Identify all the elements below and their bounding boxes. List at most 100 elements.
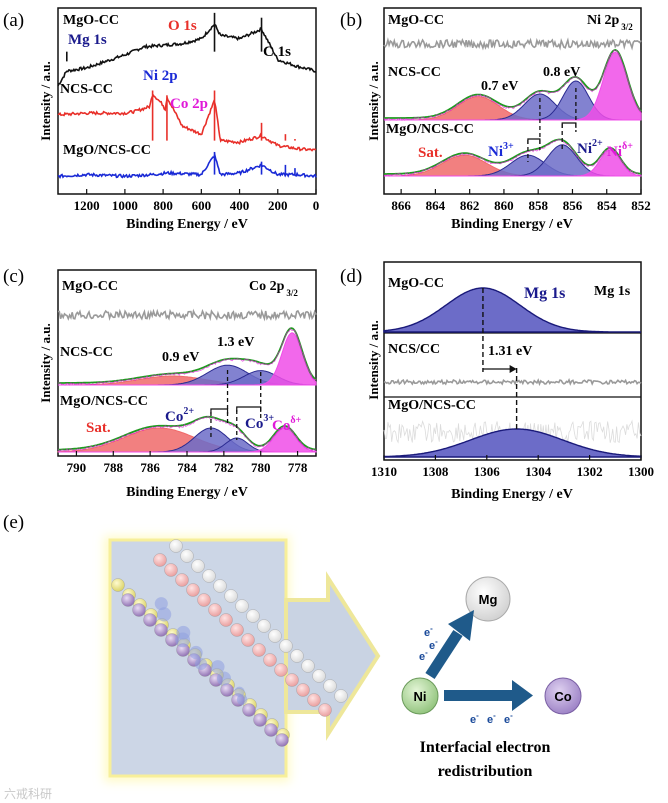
atom-sphere [241, 633, 255, 647]
series-label-mgo-cc-c: MgO-CC [62, 279, 118, 294]
plot-frame-d [383, 261, 642, 461]
atom-illustration [111, 539, 348, 747]
axis-d-tick-label: 1306 [474, 464, 501, 479]
survey-line-2 [57, 152, 317, 180]
plot-area-a [57, 12, 317, 180]
component-peak-1-3 [384, 149, 642, 177]
axis-b-tick-label: 866 [391, 198, 411, 213]
atom-sphere [301, 659, 315, 673]
ylabel-d: Intensity / a.u. [366, 320, 381, 399]
peak-label-o1s: O 1s [168, 18, 197, 34]
peak-label-ni3-sup: 3+ [503, 141, 514, 152]
gray-noise-line [57, 308, 317, 322]
atom-sphere [275, 733, 289, 747]
atom-sphere [307, 693, 321, 707]
plot-area-c [57, 308, 317, 453]
electron-cloud [216, 671, 231, 686]
plot-area-b [383, 37, 642, 177]
atom-sphere [253, 713, 267, 727]
title-b: Ni 2p 3/2 [587, 13, 633, 32]
atom-sphere [285, 673, 299, 687]
electron-cloud [189, 645, 203, 660]
component-peak-0-3 [58, 332, 317, 386]
mg-node-label: Mg [479, 592, 498, 607]
ni-node [401, 677, 439, 715]
panel-label-e: (e) [3, 512, 24, 533]
peak-label-ni3: Ni3+ [488, 141, 514, 160]
mg1s-peak-mgo-cc [383, 287, 641, 333]
peak-label-codelta: Coδ+ [272, 415, 302, 434]
panel-b: (b) MgO-CC Ni 2p 3/2 NCS-CC 0.7 eV 0.8 eV… [340, 7, 651, 232]
title-c-main: Co 2p [249, 279, 285, 294]
mg-shift-arrowhead [509, 365, 517, 373]
measured-line-0 [57, 327, 317, 386]
ni-node-label: Ni [414, 689, 427, 704]
atom-sphere [274, 663, 288, 677]
xlabel-b: Binding Energy / eV [451, 217, 573, 232]
shift-label-d: 1.31 eV [488, 344, 532, 359]
shift-bracket-1 [561, 122, 577, 128]
axis-a-tick-label: 200 [268, 198, 288, 213]
shift-bracket-0 [527, 138, 541, 144]
shift-bracket-1 [236, 406, 262, 412]
title-d: Mg 1s [594, 284, 631, 299]
panel-label-b: (b) [340, 10, 362, 31]
electron-label-main: e [419, 651, 425, 663]
measured-line-0 [383, 49, 642, 121]
atom-sphere [132, 603, 146, 617]
atom-sphere [197, 593, 211, 607]
axis-a-tick-label: 800 [153, 198, 173, 213]
electron-label-sup: - [425, 648, 428, 657]
xlabel-d: Binding Energy / eV [451, 487, 573, 502]
electron-label: e- [424, 624, 433, 639]
electron-label-main: e [429, 640, 435, 652]
watermark: 六戒科研 [4, 787, 52, 801]
axis-c-tick-label: 782 [214, 460, 234, 475]
electron-label-sup: - [493, 711, 496, 720]
atom-sphere [208, 603, 222, 617]
plot-frame-a [57, 7, 317, 195]
peak-label-ni2-main: Ni [577, 141, 592, 157]
axis-d-tick-label: 1300 [628, 464, 654, 479]
electron-label-main: e [504, 714, 510, 726]
axis-a-tick-label: 1200 [74, 198, 100, 213]
atom-sphere [164, 563, 178, 577]
measured-line-1 [383, 139, 642, 177]
atom-sphere [191, 559, 205, 573]
axis-a-tick-label: 1000 [112, 198, 138, 213]
caption-line2: redistribution [438, 763, 533, 780]
peak-label-ni3-main: Ni [488, 144, 503, 160]
electron-label-sup: - [510, 711, 513, 720]
panel-c: (c) MgO-CC Co 2p 3/2 NCS-CC 0.9 eV 1.3 eV… [3, 266, 317, 500]
series-label-ncs-cc-d: NCS/CC [388, 342, 440, 357]
peak-label-co3: Co3+ [245, 413, 274, 432]
peak-label-co3-main: Co [245, 416, 263, 432]
atom-sphere [230, 623, 244, 637]
axis-b-tick-label: 858 [528, 198, 548, 213]
electron-label: e- [504, 711, 513, 726]
xlabel-a: Binding Energy / eV [126, 217, 248, 232]
series-label-mgo-ncs-cc-d: MgO/NCS-CC [388, 398, 476, 413]
axis-c-tick-label: 788 [104, 460, 124, 475]
peak-label-c1s: C 1s [263, 44, 291, 60]
ylabel-b: Intensity / a.u. [366, 61, 381, 140]
atom-sphere [257, 619, 271, 633]
electron-label-main: e [487, 714, 493, 726]
series-label-mgo-ncs-cc-c: MgO/NCS-CC [60, 394, 148, 409]
axis-a-tick-label: 400 [230, 198, 250, 213]
shift-label-b2: 0.8 eV [543, 65, 580, 80]
series-label-mgo-ncs-cc: MgO/NCS-CC [63, 143, 151, 158]
axis-d-tick-label: 1304 [525, 464, 552, 479]
series-label-mgo-cc-d: MgO-CC [388, 276, 444, 291]
panel-label-c: (c) [3, 266, 24, 287]
measured-line-1 [57, 416, 317, 452]
xticks-b: 866 864 862 860 858 856 854 852 [391, 189, 651, 213]
panel-label-d: (d) [340, 266, 362, 287]
peak-label-ni2: Ni2+ [577, 138, 603, 157]
peak-label-mg1s: Mg 1s [68, 32, 107, 48]
plot-frame-b [383, 7, 642, 195]
peak-label-co2p: Co 2p [170, 96, 208, 112]
electron-label: e- [419, 648, 428, 663]
axis-c-tick-label: 786 [140, 460, 160, 475]
xticks-a: 1200 1000 800 600 400 200 0 [74, 189, 319, 213]
